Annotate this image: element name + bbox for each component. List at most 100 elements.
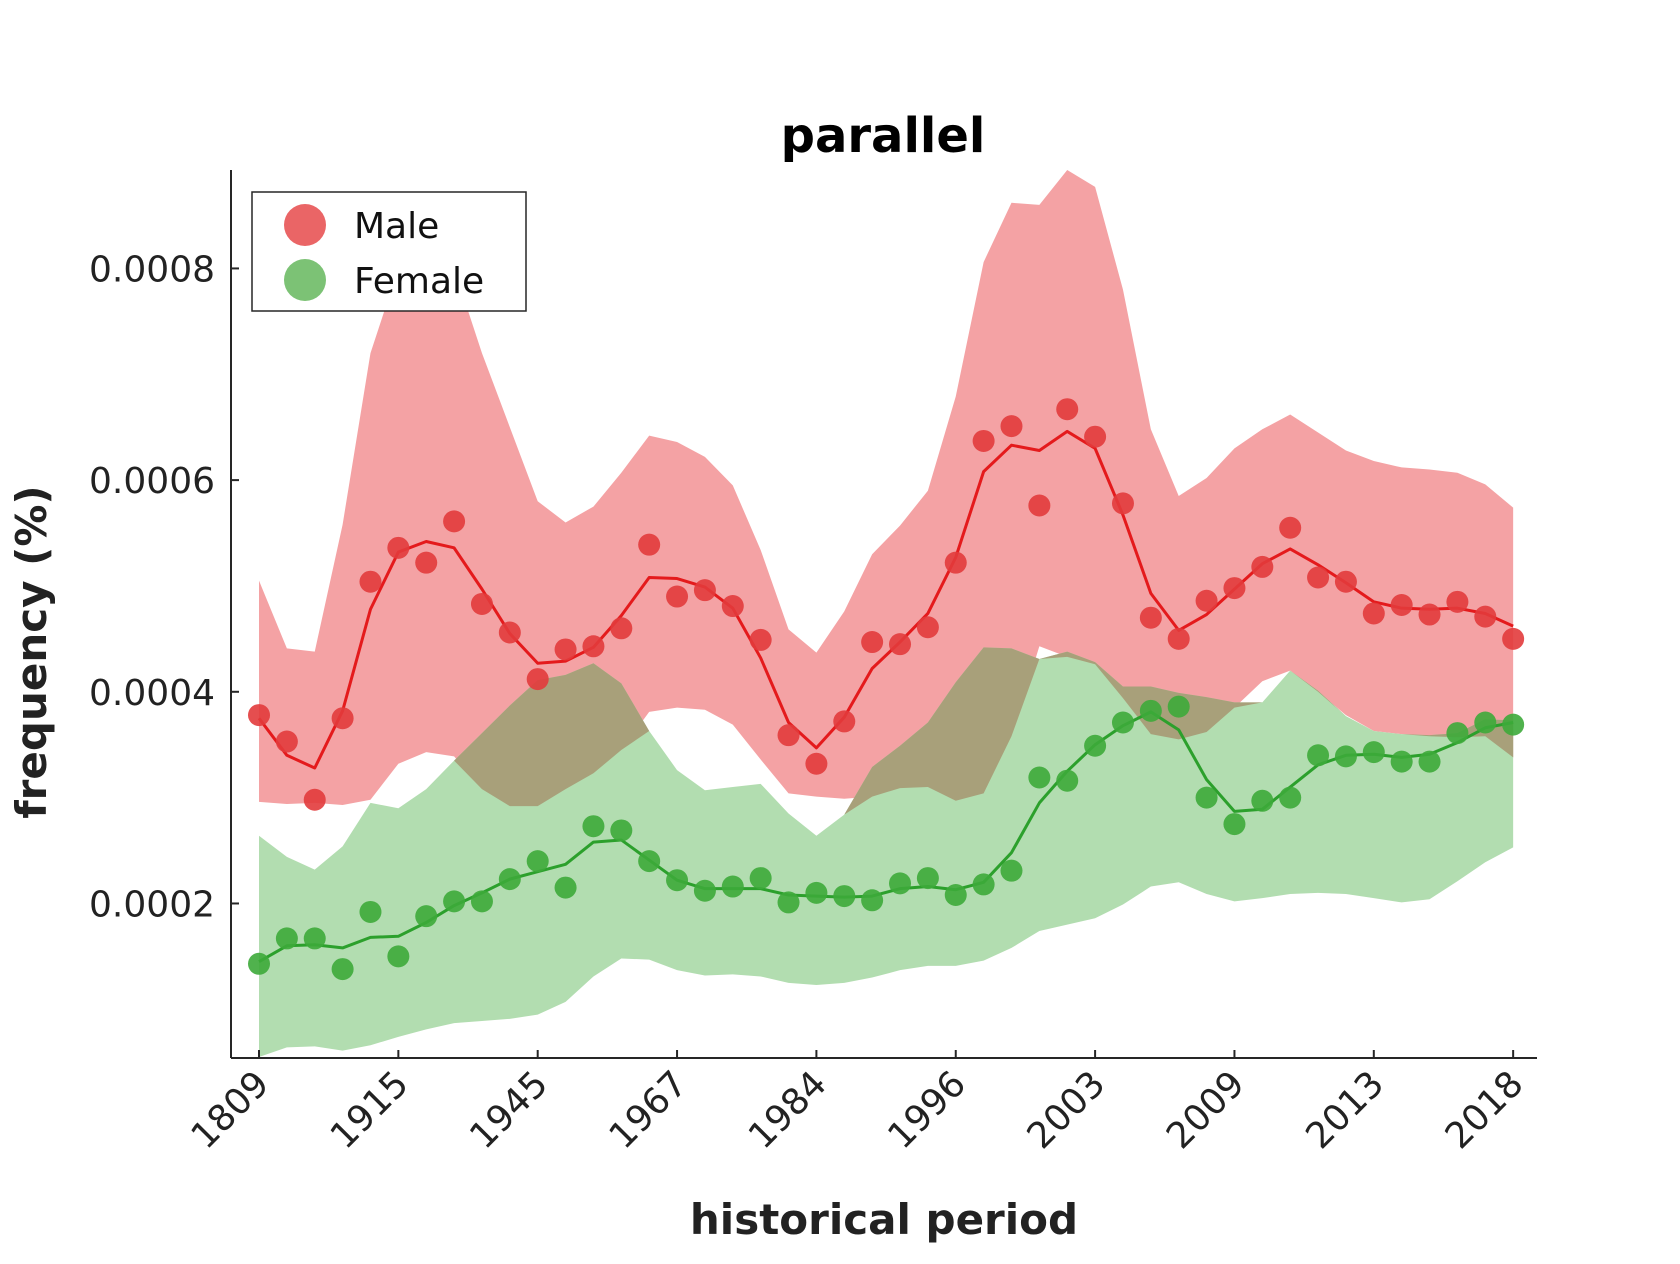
point-female-23 — [889, 872, 912, 895]
point-male-10 — [526, 668, 549, 691]
point-male-3 — [331, 707, 354, 730]
point-female-28 — [1028, 766, 1051, 789]
point-female-2 — [303, 927, 326, 950]
point-male-1 — [275, 730, 298, 753]
point-female-39 — [1334, 745, 1357, 768]
y-axis-title: frequency (%) — [7, 485, 56, 818]
point-male-36 — [1251, 555, 1274, 578]
point-female-30 — [1084, 734, 1107, 757]
point-female-15 — [666, 869, 689, 892]
point-male-38 — [1307, 566, 1330, 589]
axes — [230, 170, 1537, 1059]
point-male-8 — [470, 592, 493, 615]
point-female-44 — [1474, 711, 1497, 734]
point-female-37 — [1279, 786, 1302, 809]
point-female-4 — [359, 900, 382, 923]
x-tick-label: 1945 — [462, 1063, 556, 1157]
point-female-24 — [916, 867, 939, 890]
point-female-9 — [498, 868, 521, 891]
point-male-41 — [1390, 594, 1413, 617]
point-female-0 — [248, 952, 270, 975]
y-tick-label: 0.0004 — [89, 673, 215, 714]
x-tick-label: 2009 — [1159, 1063, 1253, 1157]
y-tick-label: 0.0002 — [89, 884, 215, 925]
point-male-17 — [721, 595, 744, 618]
point-male-21 — [833, 710, 856, 733]
point-female-42 — [1418, 750, 1441, 773]
point-male-23 — [889, 633, 912, 656]
point-female-25 — [944, 884, 967, 907]
point-male-19 — [777, 724, 800, 747]
point-male-31 — [1111, 492, 1134, 515]
point-male-9 — [498, 621, 521, 644]
point-male-16 — [693, 579, 716, 602]
point-male-45 — [1502, 627, 1525, 650]
point-male-7 — [443, 510, 466, 533]
point-female-40 — [1362, 741, 1385, 764]
point-female-45 — [1502, 713, 1525, 736]
point-male-13 — [610, 617, 633, 640]
point-female-16 — [693, 879, 716, 902]
point-male-33 — [1167, 627, 1190, 650]
point-male-40 — [1362, 602, 1385, 625]
x-tick-label: 2013 — [1298, 1063, 1392, 1157]
point-male-20 — [805, 752, 828, 775]
x-tick-label: 1809 — [184, 1063, 278, 1157]
point-female-5 — [387, 945, 410, 968]
point-male-24 — [916, 616, 939, 639]
point-male-0 — [248, 704, 270, 727]
point-male-29 — [1056, 398, 1079, 421]
point-female-13 — [610, 819, 633, 842]
legend-marker-female — [284, 259, 326, 301]
point-male-2 — [303, 788, 326, 811]
point-female-20 — [805, 881, 828, 904]
point-male-30 — [1084, 425, 1107, 448]
legend: Male Female — [251, 191, 527, 312]
point-male-34 — [1195, 589, 1218, 612]
point-male-22 — [861, 631, 884, 654]
line-female — [258, 710, 1514, 963]
point-female-43 — [1446, 722, 1469, 745]
point-female-34 — [1195, 786, 1218, 809]
point-female-32 — [1139, 699, 1162, 722]
point-male-44 — [1474, 605, 1497, 628]
chart-title: parallel — [781, 108, 986, 164]
x-tick-label: 1984 — [741, 1063, 835, 1157]
point-female-14 — [638, 850, 661, 873]
point-male-43 — [1446, 590, 1469, 613]
x-tick-label: 1996 — [880, 1063, 974, 1157]
point-male-42 — [1418, 603, 1441, 626]
point-female-12 — [582, 815, 605, 838]
y-ticks: 0.0002 0.0004 0.0006 0.0008 — [89, 249, 239, 925]
point-female-26 — [972, 873, 995, 896]
point-male-12 — [582, 635, 605, 658]
point-male-37 — [1279, 516, 1302, 539]
point-male-14 — [638, 533, 661, 556]
smoothed-lines — [257, 429, 1514, 963]
point-male-15 — [666, 585, 689, 608]
point-male-6 — [415, 551, 438, 574]
point-male-27 — [1000, 415, 1023, 438]
point-female-41 — [1390, 750, 1413, 773]
x-ticks: 1809 1915 1945 1967 1984 1996 2003 2009 2013 2018 — [184, 1050, 1532, 1157]
point-male-35 — [1223, 577, 1246, 600]
point-female-3 — [331, 958, 354, 981]
x-tick-label: 1915 — [323, 1063, 417, 1157]
point-male-39 — [1334, 570, 1357, 593]
point-female-33 — [1167, 695, 1190, 718]
point-male-4 — [359, 570, 382, 593]
point-female-22 — [861, 889, 884, 912]
point-male-5 — [387, 536, 410, 559]
point-female-38 — [1307, 744, 1330, 767]
point-female-19 — [777, 891, 800, 914]
y-tick-label: 0.0008 — [89, 249, 215, 290]
point-female-8 — [470, 890, 493, 913]
x-tick-label: 2018 — [1438, 1063, 1532, 1157]
point-female-18 — [749, 867, 772, 890]
legend-marker-male — [284, 204, 326, 246]
line-male — [257, 429, 1514, 770]
point-female-1 — [275, 927, 298, 950]
point-female-7 — [443, 890, 466, 913]
y-tick-label: 0.0006 — [89, 461, 215, 502]
point-male-26 — [972, 429, 995, 452]
